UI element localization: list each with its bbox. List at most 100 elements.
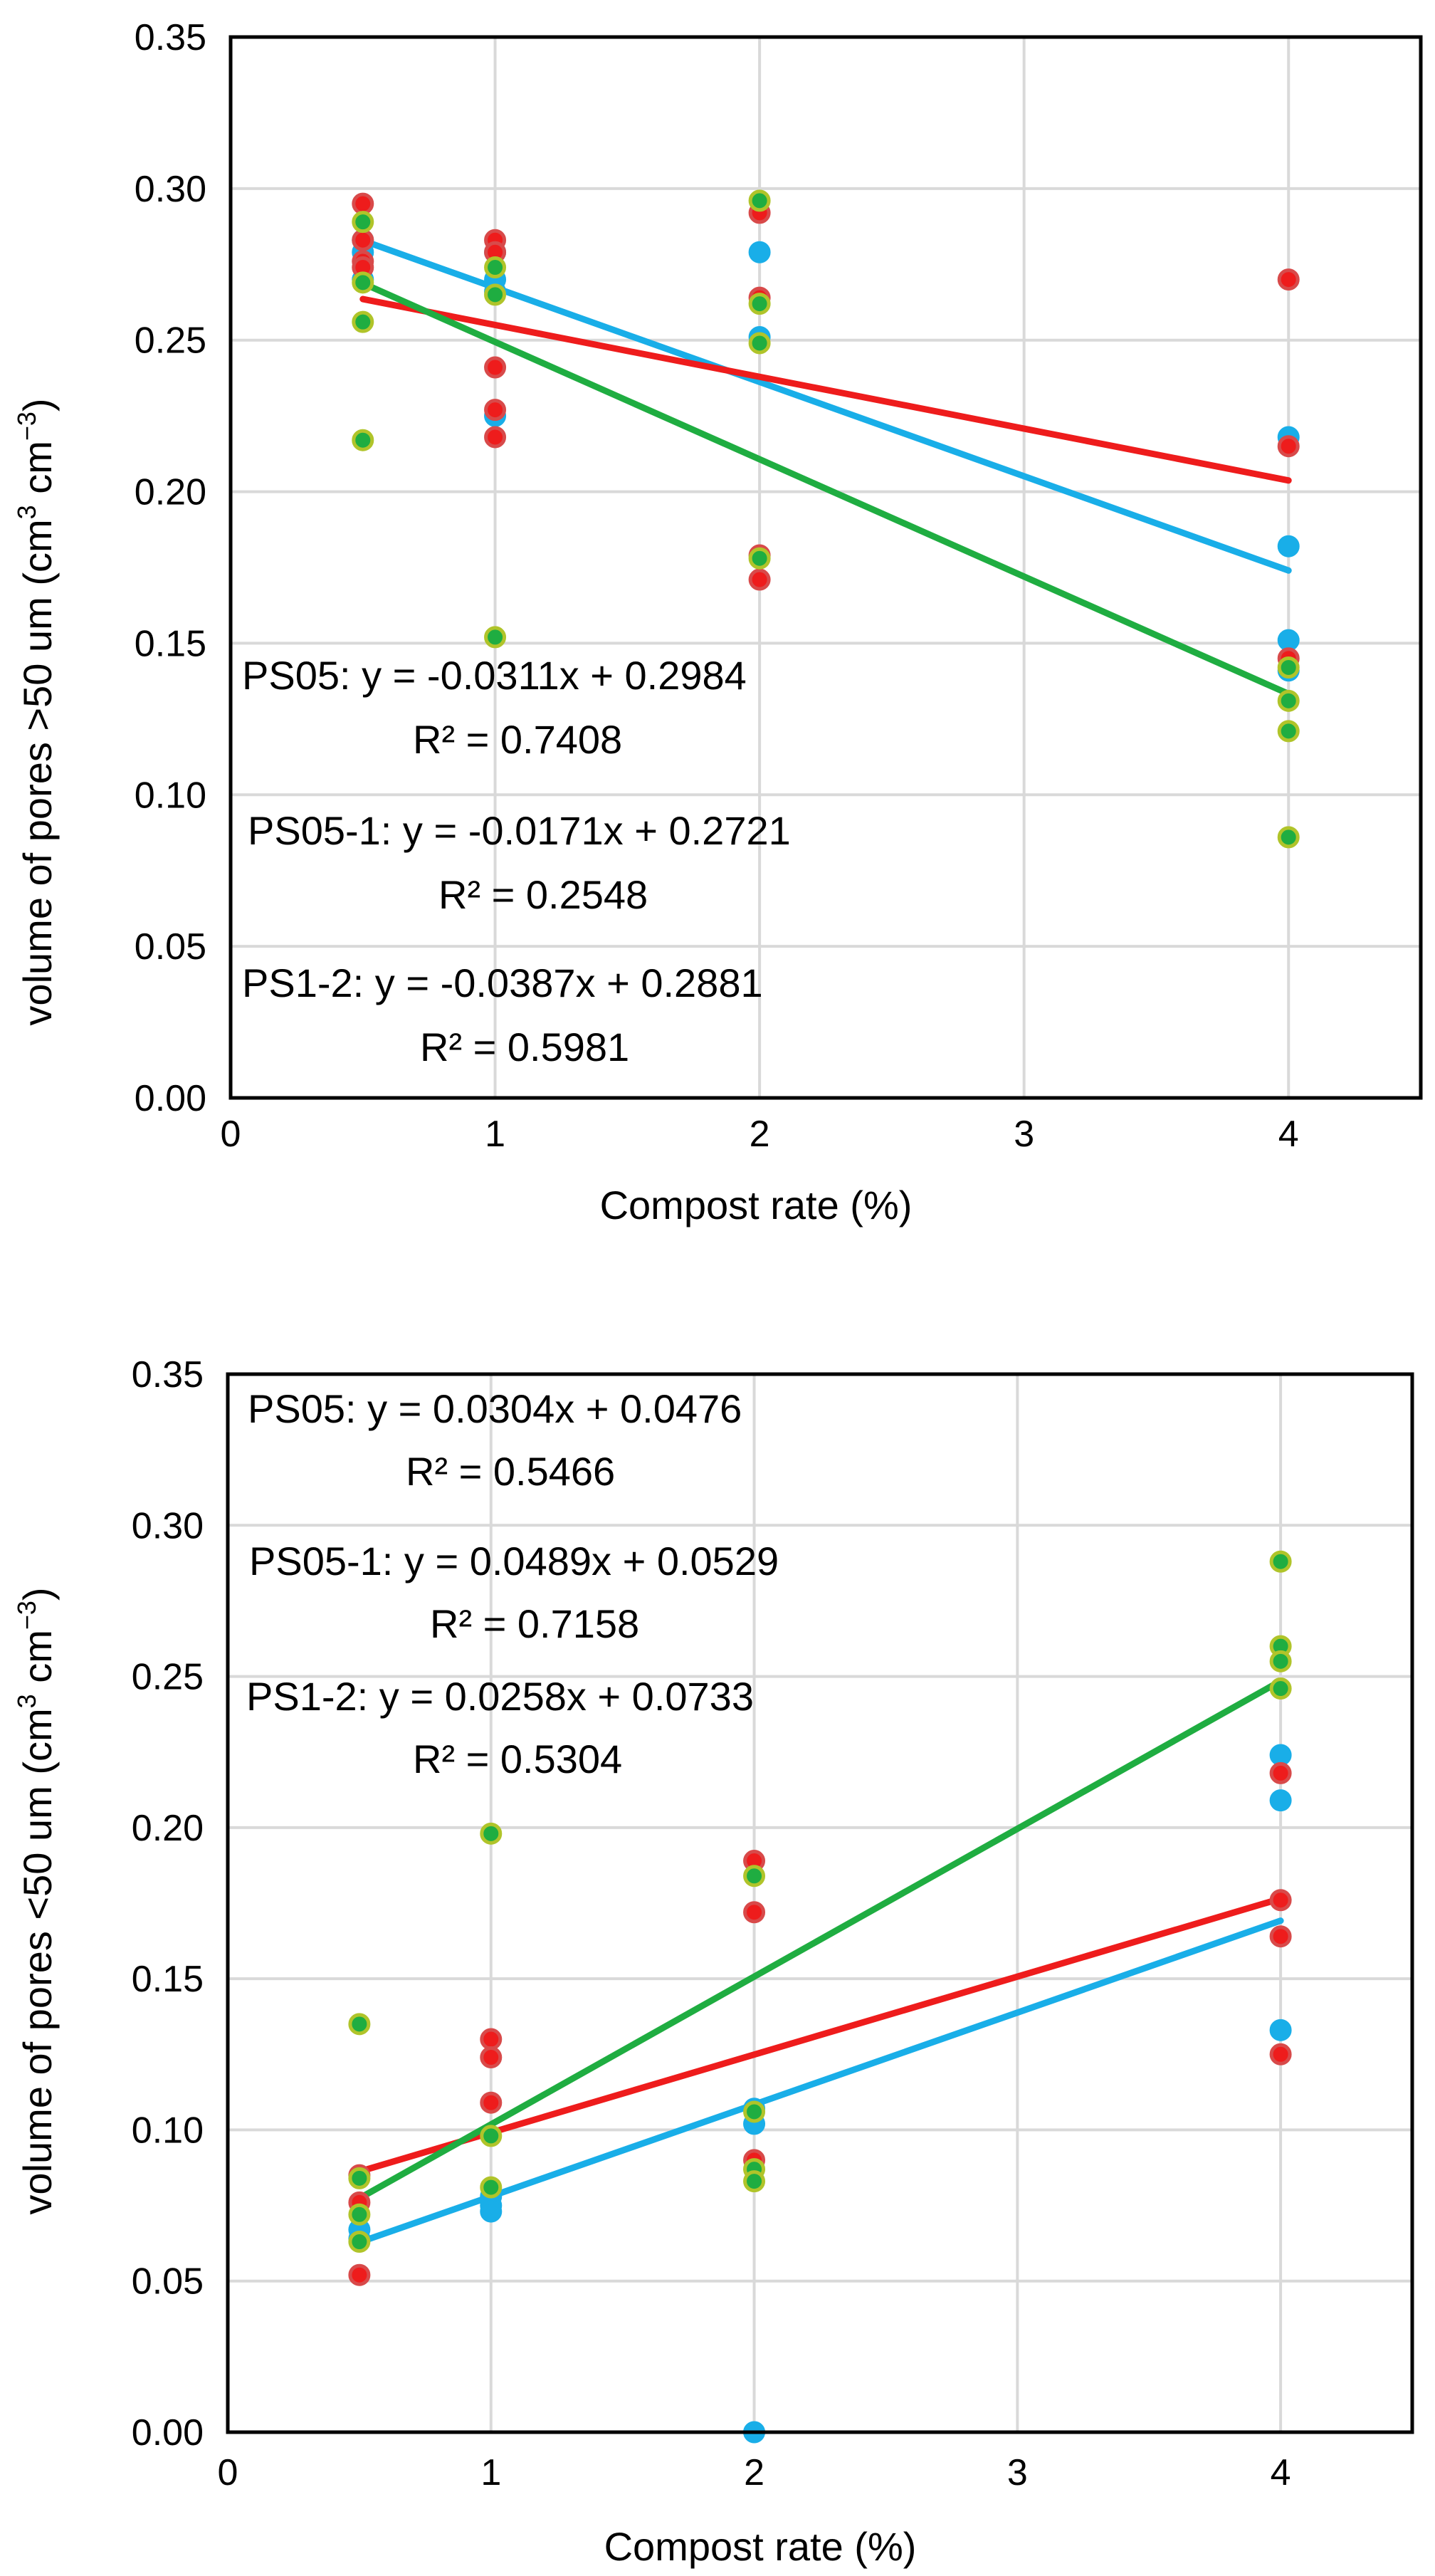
top-x-tick-labels: 0 1 2 3 4 xyxy=(221,1114,1299,1155)
data-point-ps1-2 xyxy=(352,310,374,333)
top-points xyxy=(352,189,1300,849)
top-y-axis-title: volume of pores >50 um (cm3 cm−3) xyxy=(12,398,60,1025)
bottom-plot-frame xyxy=(226,1372,1414,2434)
data-point-ps1-2 xyxy=(1277,720,1300,743)
bottom-points xyxy=(348,1550,1292,2444)
top-ps05-1-equation: PS05-1: y = -0.0171x + 0.2721 xyxy=(248,808,791,853)
top-ps1-2-r2: R² = 0.5981 xyxy=(420,1025,629,1069)
trendline-ps1-2 xyxy=(359,280,1292,698)
data-point-ps1-2 xyxy=(1269,1925,1292,1948)
bottom-y-axis-title: volume of pores <50 um (cm3 cm−3) xyxy=(12,1587,60,2214)
data-point-ps05-1 xyxy=(1277,435,1300,458)
top-ps05-equation: PS05: y = -0.0311x + 0.2984 xyxy=(242,653,747,698)
data-point-ps1-2 xyxy=(1277,826,1300,849)
bottom-ps05-r2: R² = 0.5466 xyxy=(406,1449,615,1494)
y-tick-label: 0.25 xyxy=(132,1657,204,1698)
data-point-ps05-1 xyxy=(348,2203,371,2226)
data-point-ps05-1 xyxy=(484,399,507,422)
x-tick-label: 2 xyxy=(750,1114,770,1155)
y-tick-label: 0.00 xyxy=(132,2412,204,2454)
data-point-ps05 xyxy=(748,241,771,263)
y-tick-label: 0.25 xyxy=(135,320,206,362)
bottom-ps05-equation: PS05: y = 0.0304x + 0.0476 xyxy=(248,1386,742,1431)
bottom-chart: 0.00 0.05 0.10 0.15 0.20 0.25 0.30 0.35 0 1 2 3 4 C… xyxy=(12,1354,1414,2569)
y-tick-label: 0.30 xyxy=(132,1505,204,1546)
bottom-trendlines xyxy=(356,1677,1284,2246)
data-point-ps1-2 xyxy=(1277,656,1300,679)
bottom-grid xyxy=(228,1374,1412,2432)
y-tick-label: 0.15 xyxy=(132,1959,204,2000)
data-point-ps05-1 xyxy=(743,2170,766,2193)
data-point-ps05-1 xyxy=(348,2231,371,2253)
x-tick-label: 0 xyxy=(221,1114,241,1155)
bottom-ps05-1-equation: PS05-1: y = 0.0489x + 0.0529 xyxy=(249,1539,779,1583)
data-point-ps1-2 xyxy=(480,2091,503,2114)
data-point-ps1-2 xyxy=(484,283,507,306)
y-tick-label: 0.35 xyxy=(135,17,206,58)
data-point-ps05 xyxy=(480,2200,503,2223)
data-point-ps05-1 xyxy=(484,426,507,449)
data-point-ps1-2 xyxy=(480,2046,503,2069)
data-point-ps1-2 xyxy=(743,1901,766,1924)
trendline-ps05 xyxy=(359,237,1292,574)
data-point-ps05-1 xyxy=(480,2125,503,2147)
top-ps05-1-r2: R² = 0.2548 xyxy=(438,872,648,917)
data-point-ps05-1 xyxy=(1269,1650,1292,1672)
data-point-ps1-2 xyxy=(484,626,507,649)
y-tick-label: 0.00 xyxy=(135,1078,206,1119)
y-tick-label: 0.05 xyxy=(135,926,206,968)
data-point-ps1-2 xyxy=(484,256,507,279)
top-trendlines xyxy=(359,237,1292,698)
data-point-ps05-1 xyxy=(743,2100,766,2123)
data-point-ps1-2 xyxy=(748,332,771,355)
bottom-ps1-2-r2: R² = 0.5304 xyxy=(413,1737,622,1781)
x-tick-label: 4 xyxy=(1278,1114,1299,1155)
bottom-ps05-1-r2: R² = 0.7158 xyxy=(430,1601,639,1646)
data-point-ps05 xyxy=(1277,629,1300,651)
data-point-ps05-1 xyxy=(743,1865,766,1888)
trendline-ps05-1 xyxy=(356,1677,1284,2202)
data-point-ps1-2 xyxy=(348,2263,371,2286)
bottom-x-axis-title: Compost rate (%) xyxy=(604,2524,917,2569)
y-tick-label: 0.30 xyxy=(135,169,206,210)
trendline-ps05-1 xyxy=(359,295,1292,484)
x-tick-label: 1 xyxy=(485,1114,505,1155)
trendline-ps05 xyxy=(356,1917,1284,2246)
x-tick-label: 3 xyxy=(1007,2452,1028,2493)
trendline-ps1-2 xyxy=(356,1895,1284,2175)
data-point-ps05 xyxy=(1277,535,1300,557)
x-tick-label: 2 xyxy=(744,2452,764,2493)
data-point-ps05-1 xyxy=(480,2176,503,2199)
data-point-ps05-1 xyxy=(348,2013,371,2036)
data-point-ps1-2 xyxy=(748,189,771,212)
data-point-ps1-2 xyxy=(352,429,374,451)
data-point-ps05-1 xyxy=(352,192,374,215)
x-tick-label: 4 xyxy=(1271,2452,1291,2493)
data-point-ps1-2 xyxy=(352,271,374,294)
y-tick-label: 0.35 xyxy=(132,1354,204,1396)
data-point-ps05-1 xyxy=(748,568,771,591)
y-tick-label: 0.15 xyxy=(135,623,206,664)
data-point-ps05 xyxy=(1269,2019,1292,2041)
top-y-tick-labels: 0.00 0.05 0.10 0.15 0.20 0.25 0.30 0.35 xyxy=(135,17,206,1119)
data-point-ps1-2 xyxy=(1277,689,1300,712)
data-point-ps1-2 xyxy=(480,2028,503,2051)
data-point-ps05-1 xyxy=(1269,1677,1292,1700)
top-plot-frame xyxy=(228,35,1423,1100)
y-tick-label: 0.10 xyxy=(135,775,206,816)
y-tick-label: 0.10 xyxy=(132,2110,204,2151)
x-tick-label: 3 xyxy=(1014,1114,1034,1155)
data-point-ps05 xyxy=(1269,1789,1292,1812)
data-point-ps1-2 xyxy=(748,547,771,570)
data-point-ps05-1 xyxy=(484,356,507,379)
y-tick-label: 0.05 xyxy=(132,2261,204,2303)
bottom-ps1-2-equation: PS1-2: y = 0.0258x + 0.0733 xyxy=(246,1674,754,1719)
y-tick-label: 0.20 xyxy=(132,1808,204,1849)
x-tick-label: 1 xyxy=(480,2452,501,2493)
top-ps1-2-equation: PS1-2: y = -0.0387x + 0.2881 xyxy=(242,960,763,1005)
data-point-ps05-1 xyxy=(1277,268,1300,291)
data-point-ps1-2 xyxy=(1269,1889,1292,1912)
data-point-ps05-1 xyxy=(348,2167,371,2189)
y-tick-label: 0.20 xyxy=(135,472,206,513)
